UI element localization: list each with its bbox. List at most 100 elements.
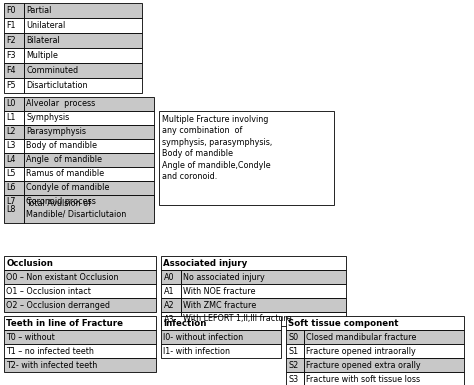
Text: F0: F0: [7, 6, 16, 15]
Bar: [4, 195, 24, 223]
Text: L4: L4: [7, 156, 16, 164]
Text: Teeth in line of Fracture: Teeth in line of Fracture: [7, 318, 124, 328]
Bar: [286, 344, 304, 358]
Bar: [24, 63, 142, 78]
Bar: [4, 195, 24, 209]
Bar: [159, 111, 334, 205]
Bar: [4, 298, 156, 312]
Text: S0: S0: [289, 333, 299, 341]
Bar: [4, 33, 24, 48]
Text: With ZMC fracture: With ZMC fracture: [183, 301, 257, 310]
Text: Multiple: Multiple: [27, 51, 58, 60]
Text: Parasymphysis: Parasymphysis: [27, 127, 86, 137]
Text: No associated injury: No associated injury: [183, 273, 265, 281]
Bar: [4, 97, 24, 111]
Text: Body of mandible: Body of mandible: [27, 142, 98, 151]
Bar: [24, 48, 142, 63]
Bar: [181, 284, 346, 298]
Bar: [161, 284, 181, 298]
Text: F4: F4: [7, 66, 16, 75]
Bar: [4, 284, 156, 298]
Bar: [24, 195, 154, 223]
Text: Associated injury: Associated injury: [164, 258, 248, 268]
Bar: [304, 344, 464, 358]
Bar: [181, 312, 346, 326]
Text: S1: S1: [289, 346, 299, 355]
Text: Fracture opened extra orally: Fracture opened extra orally: [307, 360, 421, 370]
Bar: [24, 139, 154, 153]
Text: Partial: Partial: [27, 6, 52, 15]
Bar: [24, 125, 154, 139]
Bar: [161, 256, 346, 270]
Bar: [161, 312, 181, 326]
Text: F2: F2: [7, 36, 16, 45]
Bar: [4, 3, 24, 18]
Text: I0- without infection: I0- without infection: [164, 333, 244, 341]
Bar: [286, 316, 464, 330]
Text: Ramus of mandible: Ramus of mandible: [27, 169, 105, 179]
Text: Fracture opened intraorally: Fracture opened intraorally: [307, 346, 416, 355]
Bar: [4, 270, 156, 284]
Text: Angle  of mandible: Angle of mandible: [27, 156, 102, 164]
Bar: [24, 195, 154, 209]
Text: A1: A1: [164, 286, 174, 296]
Bar: [4, 344, 156, 358]
Bar: [24, 111, 154, 125]
Text: Occlusion: Occlusion: [7, 258, 54, 268]
Text: Alveolar  process: Alveolar process: [27, 99, 96, 109]
Bar: [4, 18, 24, 33]
Bar: [4, 48, 24, 63]
Text: L2: L2: [7, 127, 16, 137]
Text: T2- with infected teeth: T2- with infected teeth: [7, 360, 98, 370]
Text: F1: F1: [7, 21, 16, 30]
Bar: [24, 78, 142, 93]
Text: L5: L5: [7, 169, 16, 179]
Bar: [181, 298, 346, 312]
Text: Coronoid process: Coronoid process: [27, 198, 96, 206]
Text: L1: L1: [7, 114, 16, 122]
Bar: [24, 97, 154, 111]
Text: With NOE fracture: With NOE fracture: [183, 286, 256, 296]
Text: L6: L6: [7, 184, 16, 192]
Text: F3: F3: [7, 51, 16, 60]
Text: S2: S2: [289, 360, 299, 370]
Bar: [161, 316, 281, 330]
Text: Closed mandibular fracture: Closed mandibular fracture: [307, 333, 417, 341]
Bar: [4, 125, 24, 139]
Bar: [4, 316, 156, 330]
Bar: [304, 330, 464, 344]
Bar: [24, 33, 142, 48]
Bar: [4, 256, 156, 270]
Bar: [4, 111, 24, 125]
Bar: [286, 330, 304, 344]
Text: A3: A3: [164, 315, 174, 323]
Bar: [181, 270, 346, 284]
Text: T1 – no infected teeth: T1 – no infected teeth: [7, 346, 94, 355]
Text: With LEFORT 1,II,III fracture: With LEFORT 1,II,III fracture: [183, 315, 292, 323]
Text: S3: S3: [289, 375, 299, 383]
Text: Infection: Infection: [164, 318, 207, 328]
Bar: [4, 78, 24, 93]
Bar: [24, 181, 154, 195]
Text: L8: L8: [7, 204, 16, 214]
Bar: [161, 330, 281, 344]
Text: Soft tissue component: Soft tissue component: [289, 318, 399, 328]
Text: A2: A2: [164, 301, 174, 310]
Bar: [24, 167, 154, 181]
Bar: [161, 298, 181, 312]
Text: Condyle of mandible: Condyle of mandible: [27, 184, 110, 192]
Text: Unilateral: Unilateral: [27, 21, 66, 30]
Bar: [286, 358, 304, 372]
Bar: [4, 139, 24, 153]
Text: L7: L7: [7, 198, 16, 206]
Text: Total Avulsion of
Mandible/ Disarticlutaion: Total Avulsion of Mandible/ Disarticluta…: [27, 199, 127, 219]
Bar: [4, 167, 24, 181]
Text: O0 – Non existant Occlusion: O0 – Non existant Occlusion: [7, 273, 119, 281]
Bar: [24, 18, 142, 33]
Text: Fracture with soft tissue loss: Fracture with soft tissue loss: [307, 375, 420, 383]
Bar: [4, 153, 24, 167]
Bar: [161, 344, 281, 358]
Text: T0 – without: T0 – without: [7, 333, 55, 341]
Text: Disarticlutation: Disarticlutation: [27, 81, 88, 90]
Bar: [4, 358, 156, 372]
